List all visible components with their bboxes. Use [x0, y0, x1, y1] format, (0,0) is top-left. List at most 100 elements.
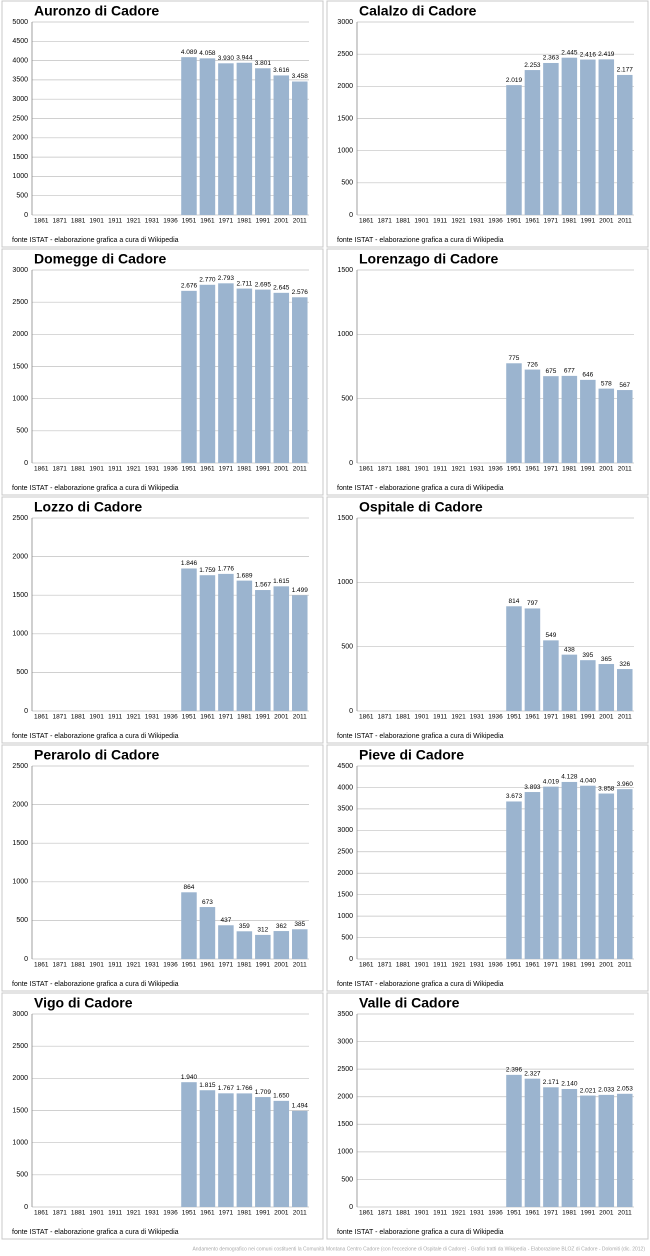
y-tick-label: 2500 [12, 763, 28, 770]
x-tick-label: 2011 [618, 466, 632, 473]
x-tick-label: 1921 [126, 218, 141, 225]
x-tick-label: 1861 [359, 714, 374, 721]
value-label: 3.930 [218, 55, 235, 62]
x-tick-label: 1861 [359, 466, 374, 473]
x-tick-label: 1901 [89, 466, 104, 473]
value-label: 3.893 [524, 784, 541, 791]
value-label: 326 [619, 661, 630, 668]
x-tick-label: 1881 [396, 962, 411, 969]
value-label: 677 [564, 368, 575, 375]
x-tick-label: 1871 [52, 466, 67, 473]
x-tick-label: 2011 [618, 1210, 632, 1217]
y-tick-label: 2500 [337, 51, 353, 58]
y-tick-label: 3500 [12, 77, 28, 84]
chart-title: Ospitale di Cadore [359, 499, 483, 515]
value-label: 578 [601, 380, 612, 387]
x-tick-label: 1961 [525, 714, 540, 721]
bar [617, 669, 633, 711]
x-tick-label: 1901 [89, 1210, 104, 1217]
x-tick-label: 1951 [507, 466, 522, 473]
y-tick-label: 1500 [12, 592, 28, 599]
bar [524, 1078, 541, 1207]
bar [580, 785, 596, 959]
value-label: 775 [509, 355, 520, 362]
value-label: 365 [601, 656, 612, 663]
y-tick-label: 1500 [337, 115, 353, 122]
panel [1, 496, 324, 744]
bar [543, 62, 559, 215]
x-tick-label: 1881 [71, 1210, 86, 1217]
bar [580, 660, 596, 711]
y-tick-label: 1000 [337, 148, 353, 155]
x-tick-label: 1911 [108, 1210, 122, 1217]
y-tick-label: 500 [341, 1176, 353, 1183]
chart-title: Perarolo di Cadore [34, 747, 159, 763]
bar [255, 590, 271, 711]
value-label: 2.645 [273, 285, 290, 292]
x-tick-label: 1921 [451, 714, 466, 721]
x-tick-label: 1971 [219, 714, 234, 721]
x-tick-label: 2011 [293, 1210, 307, 1217]
y-tick-label: 3000 [337, 827, 353, 834]
x-tick-label: 1861 [359, 962, 374, 969]
x-tick-label: 1911 [433, 466, 447, 473]
x-tick-label: 1871 [377, 466, 392, 473]
x-tick-label: 1961 [525, 1210, 540, 1217]
x-tick-label: 1871 [52, 218, 67, 225]
chart-title: Domegge di Cadore [34, 251, 166, 267]
bar [524, 70, 541, 215]
bar [580, 59, 596, 216]
bar [617, 74, 633, 215]
x-tick-label: 1871 [377, 962, 392, 969]
bar [561, 1088, 578, 1207]
bar [218, 63, 234, 215]
x-tick-label: 1981 [562, 1210, 577, 1217]
bar [580, 379, 596, 463]
x-tick-label: 1961 [200, 218, 215, 225]
x-tick-label: 1971 [544, 962, 559, 969]
x-tick-label: 1861 [34, 714, 49, 721]
y-tick-label: 4500 [337, 763, 353, 770]
x-tick-label: 1861 [34, 1210, 49, 1217]
value-label: 673 [202, 899, 213, 906]
value-label: 2.445 [561, 49, 578, 56]
x-tick-label: 1981 [562, 218, 577, 225]
bar [236, 1093, 253, 1207]
panel [326, 744, 649, 992]
caption: Andamento demografico nei comuni costitu… [192, 1246, 645, 1252]
bar [218, 1093, 234, 1207]
value-label: 4.040 [580, 777, 597, 784]
y-tick-label: 1000 [12, 396, 28, 403]
value-label: 1.815 [199, 1082, 216, 1089]
x-tick-label: 1951 [182, 1210, 197, 1217]
y-tick-label: 500 [341, 180, 353, 187]
value-label: 675 [545, 368, 556, 375]
y-tick-label: 3500 [337, 806, 353, 813]
x-tick-label: 2011 [618, 714, 632, 721]
bar [292, 297, 308, 463]
source-note: fonte ISTAT - elaborazione grafica a cur… [337, 733, 504, 740]
y-tick-label: 500 [16, 428, 28, 435]
bar [273, 75, 290, 216]
value-label: 1.615 [273, 578, 290, 585]
x-tick-label: 1991 [256, 714, 271, 721]
x-tick-label: 1931 [145, 1210, 160, 1217]
value-label: 3.616 [273, 67, 290, 74]
y-tick-label: 1000 [337, 331, 353, 338]
x-tick-label: 1921 [126, 466, 141, 473]
y-tick-label: 3000 [337, 19, 353, 26]
x-tick-label: 1951 [182, 962, 197, 969]
x-tick-label: 1881 [396, 714, 411, 721]
x-tick-label: 1911 [108, 714, 122, 721]
bar [273, 292, 290, 463]
value-label: 3.801 [255, 60, 272, 67]
x-tick-label: 2011 [618, 218, 632, 225]
bar [617, 1093, 633, 1207]
value-label: 3.858 [598, 785, 615, 792]
bar [506, 1074, 522, 1207]
y-tick-label: 1500 [12, 1107, 28, 1114]
x-tick-label: 1936 [488, 962, 503, 969]
x-tick-label: 1921 [126, 714, 141, 721]
panel [326, 0, 649, 248]
x-tick-label: 1936 [488, 1210, 503, 1217]
